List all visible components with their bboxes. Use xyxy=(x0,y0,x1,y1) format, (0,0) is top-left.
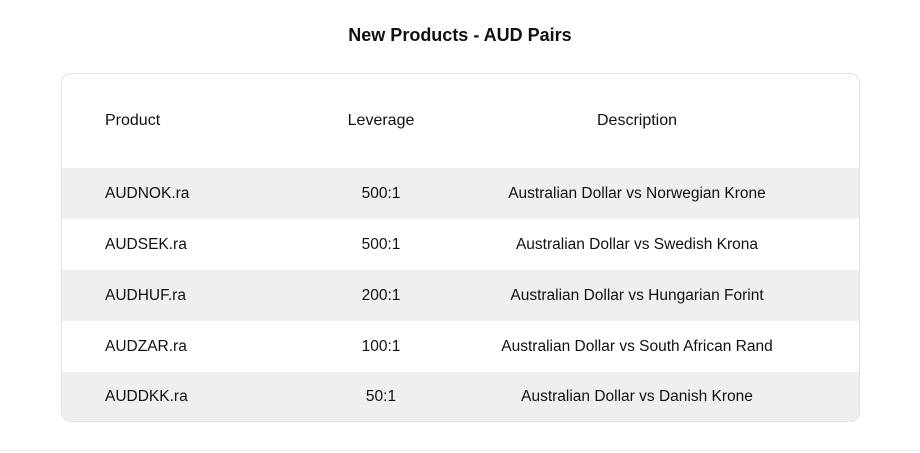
product-cell: AUDSEK.ra xyxy=(105,235,187,253)
leverage-cell: 50:1 xyxy=(365,388,397,405)
header-description: Description xyxy=(596,112,678,129)
table-row: AUDZAR.ra 100:1 Australian Dollar vs Sou… xyxy=(62,321,859,372)
table-row: AUDNOK.ra 500:1 Australian Dollar vs Nor… xyxy=(62,168,859,219)
description-cell: Australian Dollar vs Norwegian Krone xyxy=(508,184,766,202)
table-row: AUDDKK.ra 50:1 Australian Dollar vs Dani… xyxy=(62,372,859,421)
description-cell: Australian Dollar vs Hungarian Forint xyxy=(510,286,764,304)
page-title: New Products - AUD Pairs xyxy=(348,25,572,45)
header-product: Product xyxy=(105,112,161,129)
table-row: AUDSEK.ra 500:1 Australian Dollar vs Swe… xyxy=(62,219,859,270)
products-table: Product Leverage Description AUDNOK.ra 5… xyxy=(61,73,860,422)
product-cell: AUDHUF.ra xyxy=(105,286,186,304)
leverage-cell: 500:1 xyxy=(361,184,401,202)
description-cell: Australian Dollar vs Swedish Krona xyxy=(515,235,759,253)
divider xyxy=(0,450,920,451)
leverage-cell: 500:1 xyxy=(361,235,401,253)
description-cell: Australian Dollar vs South African Rand xyxy=(501,337,773,355)
product-cell: AUDZAR.ra xyxy=(105,337,187,355)
description-cell: Australian Dollar vs Danish Krone xyxy=(521,388,753,405)
product-cell: AUDDKK.ra xyxy=(105,388,188,405)
header-leverage: Leverage xyxy=(347,112,415,129)
table-row: AUDHUF.ra 200:1 Australian Dollar vs Hun… xyxy=(62,270,859,321)
table-header: Product Leverage Description xyxy=(62,74,859,168)
product-cell: AUDNOK.ra xyxy=(105,184,190,202)
leverage-cell: 100:1 xyxy=(361,337,401,355)
leverage-cell: 200:1 xyxy=(361,286,401,304)
